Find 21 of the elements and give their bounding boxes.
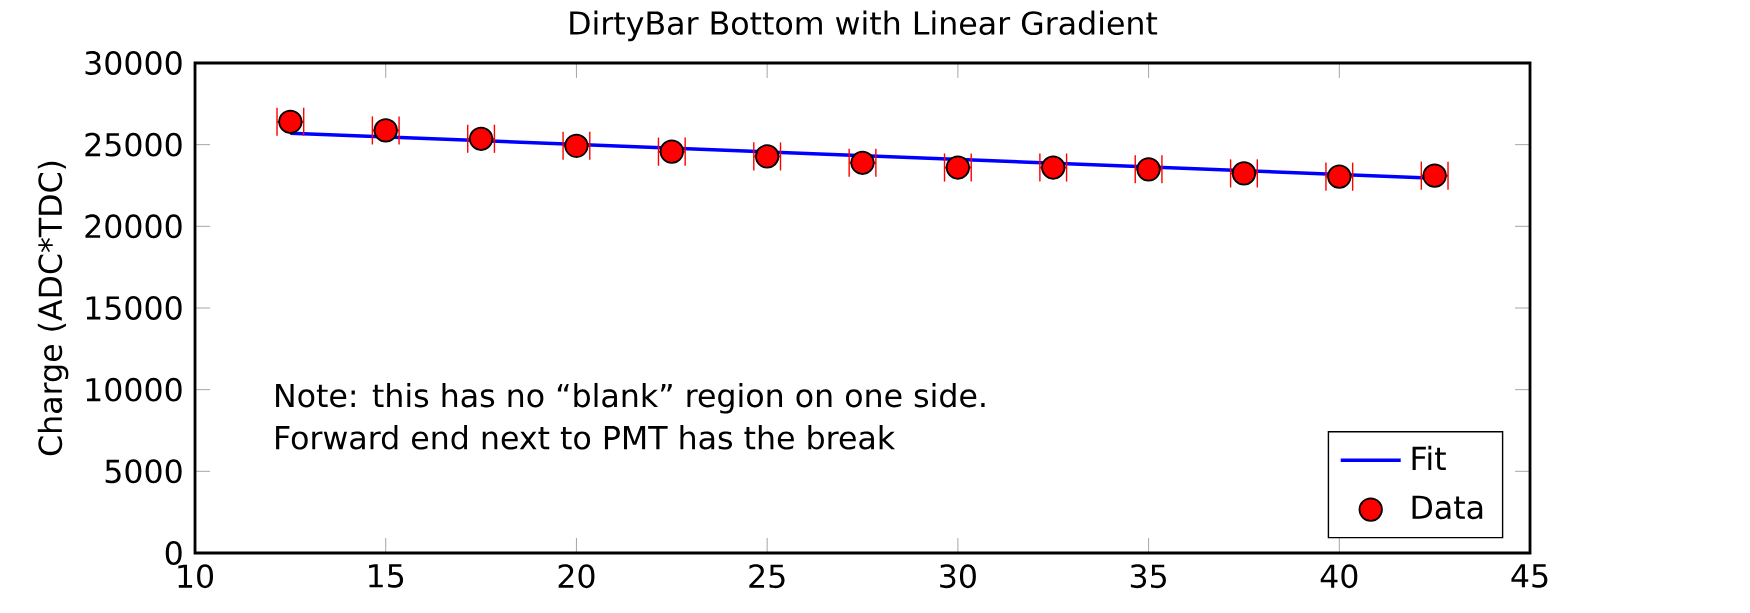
x-tick-label: 40	[1320, 564, 1358, 589]
x-tick-label: 15	[369, 564, 404, 588]
x-tick-label: 35	[1130, 564, 1166, 589]
annotation: Forward end next to PMT has the break	[276, 425, 896, 450]
x-tick-label: 20	[558, 564, 595, 589]
legend-label: Fit	[1412, 445, 1446, 470]
x-tick-label: 25	[749, 564, 785, 589]
y-tick-label: 25000	[85, 132, 182, 157]
y-tick-label: 20000	[85, 214, 182, 239]
y-axis-title: Charge (ADC*TDC)	[37, 161, 69, 456]
x-tick-label: 10	[178, 564, 214, 589]
y-tick-label: 10000	[86, 377, 182, 402]
y-tick-label: 15000	[86, 296, 182, 320]
y-tick-label: 0	[165, 541, 182, 565]
annotation: Note: this has no “blank” region on one side.	[276, 382, 985, 414]
y-tick-label: 30000	[85, 51, 182, 75]
y-tick-label: 5000	[105, 459, 182, 484]
legend-label: Data	[1412, 495, 1483, 520]
chart-title: DirtyBar Bottom with Linear Gradient	[570, 10, 1158, 42]
x-tick-label: 45	[1511, 564, 1548, 588]
x-tick-label: 30	[940, 564, 976, 589]
